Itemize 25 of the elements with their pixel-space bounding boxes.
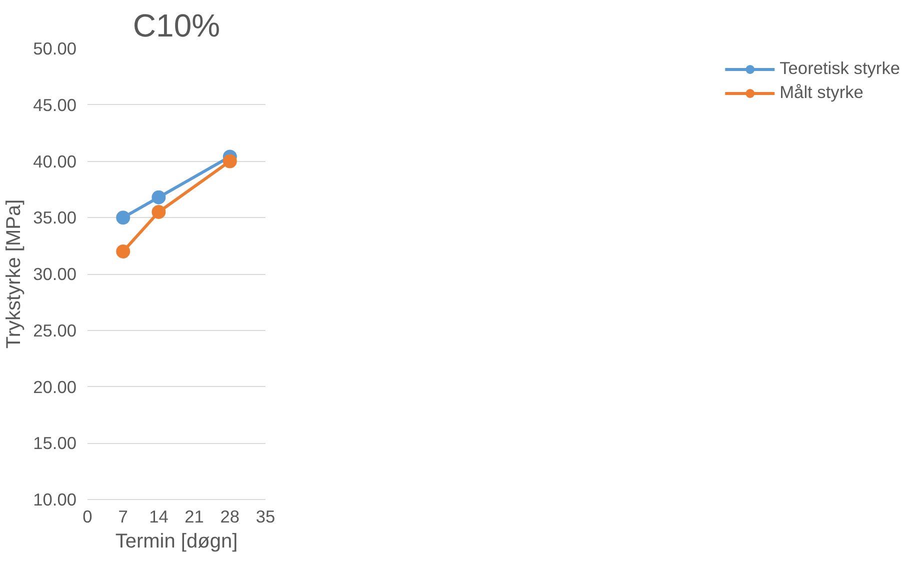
y-tick-label: 40.00 — [33, 151, 77, 172]
y-tick-label: 15.00 — [33, 433, 77, 454]
y-tick-label: 45.00 — [33, 94, 77, 115]
chart-title: C10% — [132, 8, 220, 44]
x-tick-label: 35 — [256, 506, 276, 526]
x-tick-label: 28 — [220, 506, 240, 526]
point — [116, 244, 130, 258]
x-axis-title: Termin [døgn] — [115, 530, 238, 552]
point — [222, 154, 237, 168]
y-tick-label: 10.00 — [33, 490, 77, 510]
legend-label: Teoretisk styrke — [780, 58, 900, 79]
y-tick-label: 50.00 — [33, 38, 77, 58]
y-tick-label: 30.00 — [33, 264, 77, 284]
x-tick-label: 14 — [149, 506, 169, 526]
x-tick-label: 0 — [82, 506, 92, 526]
y-tick-label: 20.00 — [33, 376, 77, 397]
legend-label: Målt styrke — [780, 82, 864, 103]
y-tick-label: 35.00 — [33, 208, 77, 228]
x-tick-label: 7 — [118, 506, 128, 526]
y-axis-title: Trykstyrke [MPa] — [3, 199, 26, 349]
y-tick-label: 25.00 — [33, 320, 77, 340]
point — [152, 190, 166, 204]
point — [152, 205, 166, 219]
x-tick-label: 21 — [184, 506, 204, 526]
point — [116, 210, 130, 225]
